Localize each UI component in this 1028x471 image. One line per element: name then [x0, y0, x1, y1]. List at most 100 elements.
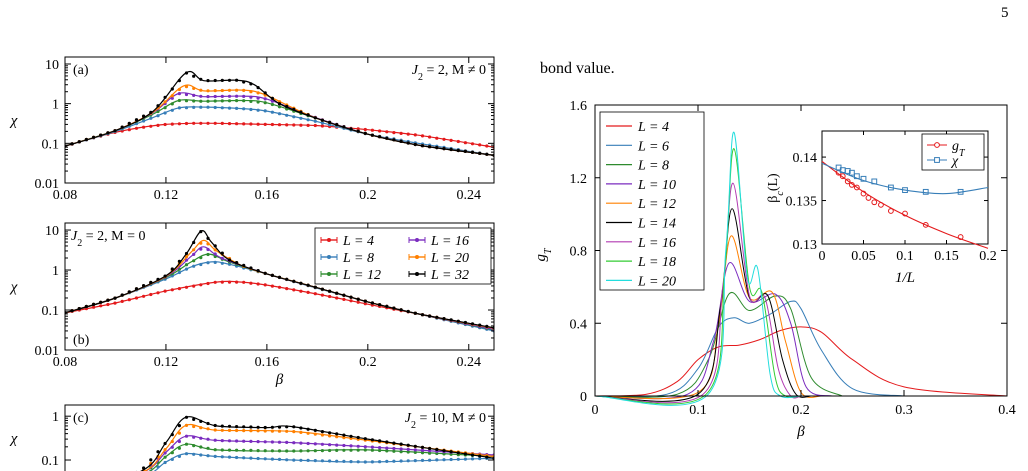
data-point	[184, 285, 189, 289]
data-point	[249, 448, 253, 452]
data-point	[134, 287, 139, 291]
data-point	[349, 434, 353, 438]
data-point	[285, 440, 289, 444]
data-point	[120, 293, 124, 297]
data-point	[256, 425, 260, 429]
y-axis-label: χ	[9, 113, 18, 129]
data-point	[313, 428, 317, 432]
data-point	[378, 460, 382, 464]
series-line-right-L14	[594, 208, 812, 402]
data-point	[299, 426, 303, 430]
data-point	[70, 309, 74, 313]
data-point	[363, 131, 367, 135]
data-point	[299, 110, 303, 114]
data-point	[120, 125, 124, 129]
data-point	[256, 100, 260, 104]
data-point	[342, 125, 346, 129]
data-point	[313, 459, 317, 463]
data-point	[435, 136, 439, 140]
data-point	[227, 99, 232, 103]
data-point	[406, 309, 410, 314]
data-point	[163, 289, 167, 293]
data-point	[192, 99, 196, 103]
data-point	[127, 290, 131, 294]
data-point	[249, 99, 253, 103]
data-point	[285, 123, 289, 127]
y-tick-label: 0.1	[42, 304, 60, 319]
data-point	[378, 129, 382, 133]
data-point	[292, 115, 296, 119]
data-point	[170, 288, 174, 292]
data-point	[199, 419, 203, 423]
x-axis-label: 1/L	[895, 270, 915, 286]
data-point	[213, 89, 217, 93]
data-point	[263, 425, 267, 430]
data-point	[149, 124, 153, 128]
y-tick-label: 1	[52, 264, 59, 279]
data-point	[149, 110, 153, 114]
data-point	[206, 99, 210, 103]
data-point	[220, 99, 224, 103]
data-point	[213, 78, 217, 83]
data-point	[199, 453, 203, 457]
data-point	[313, 119, 317, 123]
data-point	[156, 114, 160, 118]
y-tick-label: 0.135	[786, 195, 818, 210]
data-point	[220, 251, 224, 255]
data-point	[306, 427, 310, 431]
data-point	[392, 446, 396, 451]
data-point	[206, 252, 210, 257]
data-point	[413, 444, 417, 448]
data-point	[220, 428, 224, 432]
data-point	[328, 434, 332, 438]
y-tick-label: 0	[580, 390, 587, 405]
data-point	[428, 458, 432, 462]
y-tick-label: 0.1	[42, 137, 60, 152]
panel-annotation: J2 = 2, M = 0	[71, 229, 145, 249]
data-point	[270, 284, 274, 288]
data-point	[335, 123, 339, 127]
data-point	[249, 439, 253, 443]
data-point	[184, 258, 189, 262]
data-point	[292, 430, 296, 434]
data-point	[213, 280, 217, 284]
data-point	[328, 123, 332, 127]
data-point	[206, 89, 210, 93]
data-point	[299, 289, 303, 293]
data-point	[306, 118, 310, 122]
data-point	[420, 144, 425, 148]
data-point	[142, 119, 146, 123]
data-point	[485, 144, 489, 148]
data-point	[192, 93, 196, 97]
data-point	[256, 429, 260, 433]
data-point	[170, 267, 174, 271]
data-point	[213, 99, 217, 103]
data-point	[435, 447, 439, 452]
data-point	[156, 450, 160, 454]
data-point	[306, 441, 310, 446]
data-point	[206, 105, 210, 109]
x-tick-label: 0.12	[154, 355, 179, 370]
data-point	[192, 248, 196, 252]
data-point	[113, 296, 117, 300]
data-point	[206, 446, 210, 450]
data-point	[227, 94, 232, 98]
data-point	[120, 299, 124, 303]
data-point	[256, 282, 260, 286]
data-point	[177, 431, 181, 435]
x-tick-label: 0.08	[53, 188, 78, 203]
data-point	[192, 264, 196, 268]
data-point	[292, 288, 296, 292]
data-point	[370, 301, 374, 305]
data-point	[277, 123, 282, 127]
data-point	[313, 123, 317, 128]
data-point	[127, 121, 131, 125]
data-point	[370, 128, 374, 132]
data-point	[435, 451, 439, 456]
data-point	[844, 168, 851, 174]
data-point	[392, 138, 396, 142]
data-point	[199, 105, 203, 109]
data-point	[392, 459, 396, 463]
series-line-right-L10	[594, 262, 833, 400]
x-tick-label: 0.2	[359, 355, 377, 370]
